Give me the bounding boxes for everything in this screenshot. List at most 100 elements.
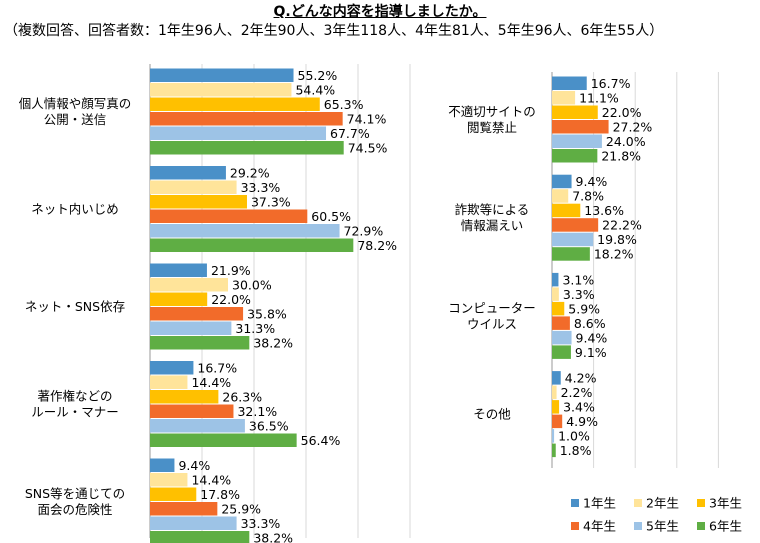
bar (150, 531, 250, 543)
category-label: 不適切サイトの (448, 104, 536, 119)
data-label: 29.2% (230, 166, 270, 181)
data-label: 74.1% (347, 112, 387, 127)
bar (552, 414, 563, 429)
data-label: 24.0% (606, 134, 646, 149)
category-label: 公開・送信 (44, 112, 107, 127)
data-label: 9.4% (576, 174, 608, 189)
category-label: SNS等を通じての (25, 486, 125, 501)
bar (552, 149, 598, 163)
chart-title: Q.どんな内容を指導しましたか。 (273, 4, 487, 20)
category-label: ネット内いじめ (31, 202, 119, 217)
legend-label: 6年生 (709, 519, 742, 534)
bar (150, 336, 250, 350)
category-label: 面会の危険性 (37, 502, 112, 517)
bar (150, 292, 208, 306)
data-label: 3.1% (562, 272, 594, 287)
bar (150, 238, 354, 252)
data-label: 14.4% (191, 375, 231, 390)
data-label: 37.3% (251, 195, 291, 210)
legend-swatch (571, 522, 579, 530)
bar (150, 126, 327, 140)
legend-label: 5年生 (646, 519, 679, 534)
bar (552, 232, 594, 247)
bar (150, 195, 247, 209)
data-label: 2.2% (561, 385, 593, 400)
bar (150, 433, 297, 447)
bar (150, 502, 218, 516)
bar (150, 487, 197, 501)
bar (552, 429, 555, 443)
data-label: 38.2% (253, 336, 293, 351)
bar (552, 316, 570, 330)
data-label: 38.2% (253, 531, 293, 543)
bar (552, 443, 556, 458)
bar (552, 247, 590, 261)
data-label: 3.3% (563, 287, 595, 302)
data-label: 5.9% (568, 301, 600, 316)
legend-swatch (634, 522, 642, 530)
data-label: 25.9% (221, 502, 261, 517)
bar (552, 105, 598, 119)
category-label: 詐欺等による (455, 202, 530, 217)
bar (552, 189, 569, 203)
data-label: 18.2% (594, 247, 634, 262)
data-label: 60.5% (311, 209, 351, 224)
bar (552, 76, 587, 90)
bar (552, 120, 609, 134)
bar (552, 174, 572, 189)
category-label: 情報漏えい (461, 218, 524, 233)
data-label: 16.7% (591, 76, 631, 91)
bar (150, 361, 194, 375)
data-label: 22.2% (602, 218, 642, 233)
bar (150, 307, 244, 321)
data-label: 54.4% (295, 83, 335, 98)
bar (150, 404, 234, 418)
legend-swatch (697, 499, 705, 507)
category-label: 個人情報や顔写真の (19, 96, 132, 111)
data-label: 72.9% (344, 224, 384, 239)
category-label: コンピューター (448, 300, 536, 315)
bar (150, 166, 226, 180)
data-label: 14.4% (191, 473, 231, 488)
data-label: 3.4% (563, 400, 595, 415)
bar (150, 419, 245, 433)
legend-label: 3年生 (709, 496, 742, 511)
data-label: 13.6% (584, 203, 624, 218)
bar (150, 141, 344, 155)
bar (552, 272, 559, 287)
data-label: 21.8% (601, 149, 641, 164)
bar (150, 321, 232, 335)
data-label: 4.2% (565, 371, 597, 386)
bar (552, 400, 560, 414)
data-label: 9.1% (575, 345, 607, 360)
data-label: 67.7% (330, 126, 370, 141)
legend-label: 1年生 (583, 496, 616, 511)
data-label: 33.3% (241, 180, 281, 195)
chart-subtitle: （複数回答、回答者数：1年生96人、2年生90人、3年生118人、4年生81人、… (4, 23, 664, 39)
bar (552, 371, 561, 385)
bar (552, 385, 557, 400)
bar (150, 83, 292, 97)
category-label: ウイルス (467, 316, 517, 331)
bar (150, 68, 294, 82)
bar (552, 134, 602, 148)
data-label: 65.3% (324, 97, 364, 112)
category-label: 著作権などの (37, 389, 112, 404)
data-label: 27.2% (613, 120, 653, 135)
bar (552, 91, 576, 105)
data-label: 33.3% (241, 516, 281, 531)
bar (150, 390, 219, 404)
data-label: 26.3% (222, 390, 262, 405)
data-label: 11.1% (579, 91, 619, 106)
data-label: 22.0% (211, 292, 251, 307)
category-label: その他 (473, 407, 511, 422)
bar (552, 203, 581, 218)
bar (552, 218, 599, 232)
data-label: 1.0% (558, 429, 590, 444)
bar (150, 278, 228, 292)
data-label: 74.5% (348, 141, 388, 156)
bar (150, 458, 175, 472)
legend-swatch (571, 499, 579, 507)
data-label: 9.4% (576, 330, 608, 345)
